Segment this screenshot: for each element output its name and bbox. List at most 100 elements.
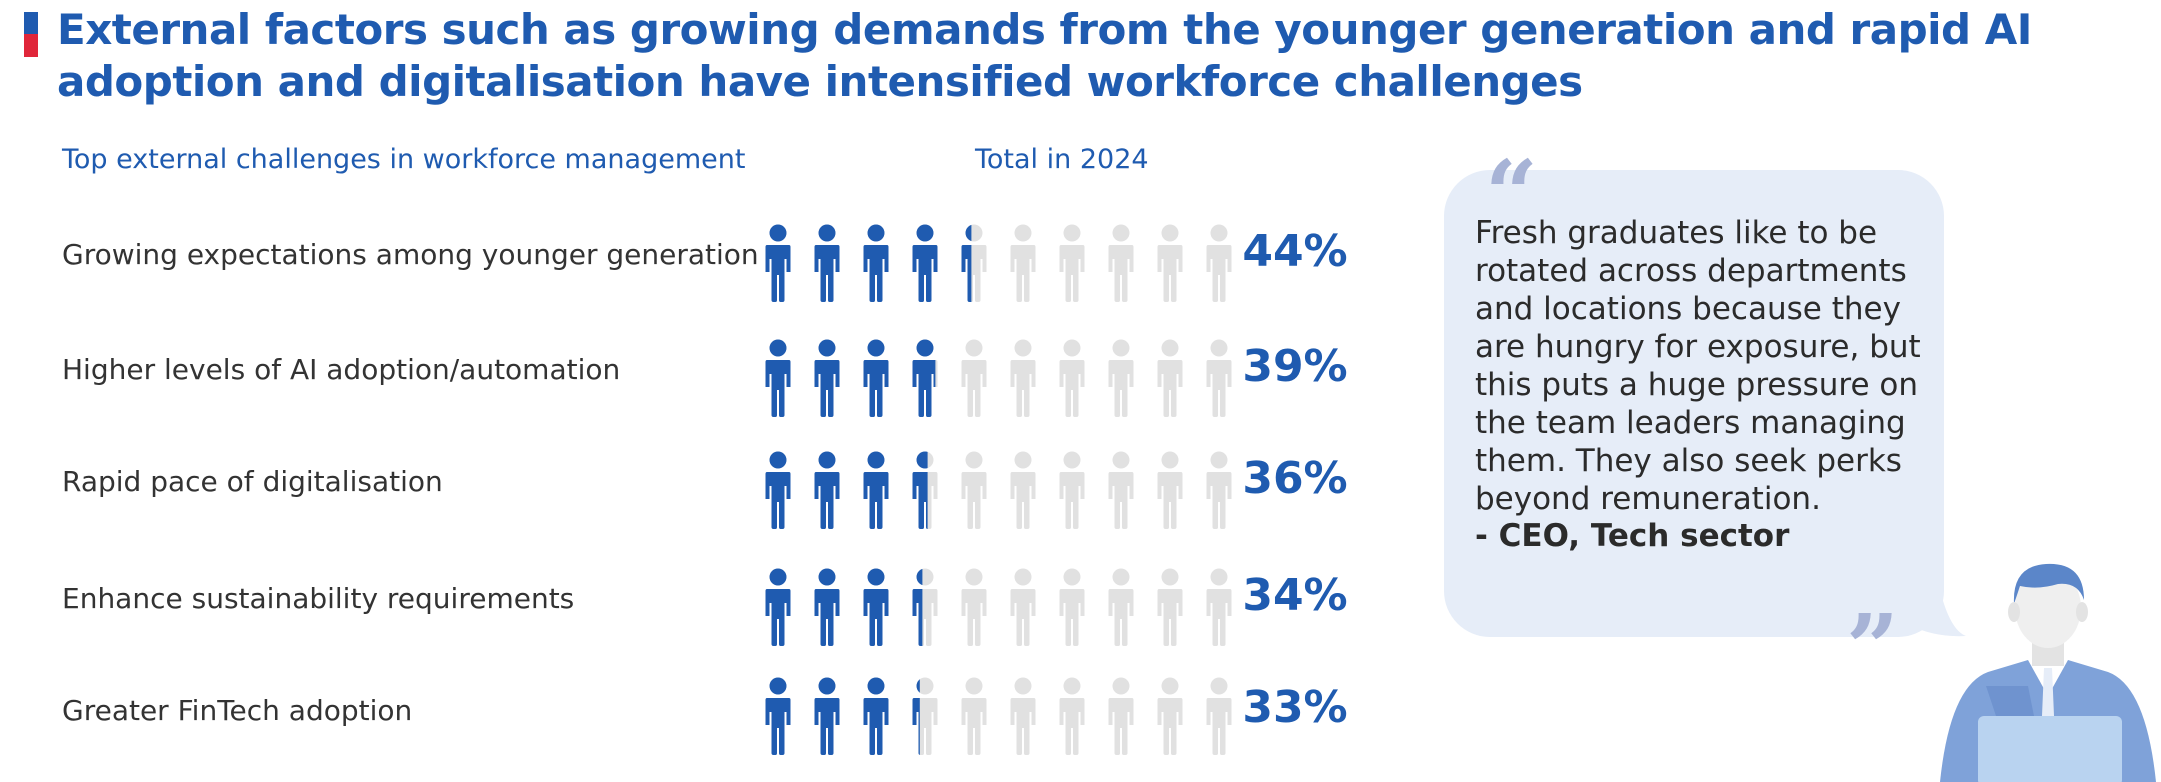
businessman-laptop-icon: [1940, 563, 2156, 782]
person-icon: [961, 568, 987, 646]
person-icon: [765, 339, 791, 417]
icon-row: [765, 568, 1232, 646]
person-icon: [1010, 568, 1036, 646]
row-label: Enhance sustainability requirements: [62, 582, 575, 615]
person-icon: [912, 451, 938, 529]
person-icon-fill: [814, 451, 840, 529]
person-icon: [912, 224, 938, 302]
person-icon: [961, 224, 987, 302]
person-icon: [1206, 339, 1232, 417]
person-icon-fill: [912, 339, 936, 417]
icon-row: [765, 677, 1232, 755]
accent-bar-red: [24, 34, 38, 57]
person-icon: [765, 451, 791, 529]
person-icon-fill: [912, 677, 920, 755]
accent-bar-blue: [24, 12, 38, 34]
person-icon: [1059, 568, 1085, 646]
person-icon-fill: [814, 224, 840, 302]
person-icon: [1206, 568, 1232, 646]
person-icon: [765, 568, 791, 646]
person-icon-fill: [863, 568, 889, 646]
icon-row: [765, 339, 1232, 417]
person-icon: [814, 568, 840, 646]
person-icon-fill: [765, 224, 791, 302]
person-icon-fill: [912, 451, 928, 529]
person-icon: [912, 339, 938, 417]
value-label: 39%: [1242, 341, 1348, 392]
person-icon: [1059, 677, 1085, 755]
person-icon: [1059, 224, 1085, 302]
person-icon: [863, 339, 889, 417]
person-icon: [765, 224, 791, 302]
close-quote-icon: ”: [1846, 594, 1899, 702]
person-icon: [1157, 224, 1183, 302]
person-icon: [1108, 451, 1134, 529]
person-icon: [1108, 677, 1134, 755]
person-icon: [1206, 451, 1232, 529]
person-icon: [814, 451, 840, 529]
person-icon-fill: [863, 451, 889, 529]
person-icon: [1010, 451, 1036, 529]
person-icon: [1206, 224, 1232, 302]
row-label: Rapid pace of digitalisation: [62, 465, 443, 498]
person-icon: [814, 677, 840, 755]
person-icon: [961, 339, 987, 417]
person-icon: [912, 677, 938, 755]
page-title: External factors such as growing demands…: [57, 5, 2032, 106]
row-label: Greater FinTech adoption: [62, 694, 413, 727]
person-icon: [1010, 339, 1036, 417]
quote-text: Fresh graduates like to be rotated acros…: [1475, 215, 1921, 517]
person-icon-fill: [961, 224, 972, 302]
person-icon: [1108, 339, 1134, 417]
person-icon: [765, 677, 791, 755]
row-label: Higher levels of AI adoption/automation: [62, 353, 621, 386]
value-label: 34%: [1242, 570, 1348, 621]
value-label: 44%: [1242, 226, 1348, 277]
quote-author: - CEO, Tech sector: [1475, 518, 1790, 554]
person-icon: [1010, 677, 1036, 755]
person-icon-fill: [765, 451, 791, 529]
person-icon: [1157, 677, 1183, 755]
quote-bubble-tail: [1900, 590, 1966, 637]
person-icon: [1108, 568, 1134, 646]
person-icon-fill: [863, 677, 889, 755]
person-icon: [1108, 224, 1134, 302]
person-icon: [814, 339, 840, 417]
person-icon-fill: [912, 568, 923, 646]
person-icon-fill: [912, 224, 938, 302]
person-icon: [1059, 451, 1085, 529]
person-icon: [912, 568, 938, 646]
person-icon: [863, 224, 889, 302]
person-icon-fill: [765, 339, 791, 417]
person-icon-fill: [814, 339, 840, 417]
open-quote-icon: “: [1485, 140, 1538, 248]
person-icon-fill: [863, 339, 889, 417]
person-icon: [814, 224, 840, 302]
person-icon-fill: [814, 677, 840, 755]
person-icon: [863, 451, 889, 529]
row-label: Growing expectations among younger gener…: [62, 238, 759, 271]
value-label: 33%: [1242, 682, 1348, 733]
person-icon: [1157, 568, 1183, 646]
column-header: Total in 2024: [975, 144, 1149, 175]
person-icon: [1206, 677, 1232, 755]
person-icon: [961, 451, 987, 529]
quote-bubble: [1444, 170, 1944, 637]
person-icon: [1059, 339, 1085, 417]
person-icon: [863, 568, 889, 646]
person-icon: [863, 677, 889, 755]
person-icon: [1157, 451, 1183, 529]
icon-row: [765, 451, 1232, 529]
title-accent-bar: [24, 12, 38, 57]
chart-title: Top external challenges in workforce man…: [62, 144, 746, 175]
person-icon-fill: [765, 677, 791, 755]
person-icon-fill: [863, 224, 889, 302]
person-icon: [1157, 339, 1183, 417]
value-label: 36%: [1242, 453, 1348, 504]
icon-row: [765, 224, 1232, 302]
person-icon-fill: [765, 568, 791, 646]
person-icon: [961, 677, 987, 755]
person-icon: [1010, 224, 1036, 302]
person-icon-fill: [814, 568, 840, 646]
